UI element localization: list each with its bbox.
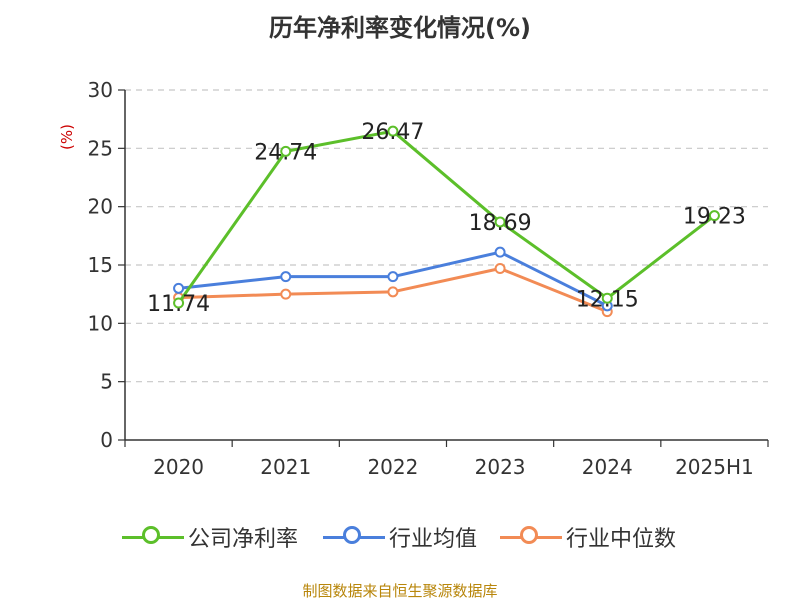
series-1-point-2022 bbox=[387, 271, 399, 283]
series-1-point-2023 bbox=[494, 246, 506, 258]
data-label-2020: 11.74 bbox=[147, 292, 210, 317]
legend-swatch-industry-mean bbox=[323, 522, 385, 552]
data-label-2022: 26.47 bbox=[361, 120, 424, 145]
data-label-2024: 12.15 bbox=[576, 287, 639, 312]
y-tick-label-30: 30 bbox=[88, 78, 113, 102]
legend: 公司净利率 行业均值 行业中位数 bbox=[0, 522, 800, 552]
series-0-point-2022 bbox=[387, 125, 399, 137]
x-tick-label-2020: 2020 bbox=[153, 455, 204, 479]
legend-item-industry-mean[interactable]: 行业均值 bbox=[323, 522, 477, 552]
series-line-0 bbox=[177, 129, 716, 304]
legend-swatch-industry-median bbox=[500, 522, 562, 552]
y-tick-label-5: 5 bbox=[100, 370, 113, 394]
source-footer: 制图数据来自恒生聚源数据库 bbox=[302, 582, 498, 600]
x-tick-label-2024: 2024 bbox=[582, 455, 633, 479]
series-0-point-2023 bbox=[494, 216, 506, 228]
series-2-point-2022 bbox=[387, 286, 399, 298]
series-0-point-2020 bbox=[173, 297, 185, 309]
series-1-point-2020 bbox=[173, 282, 185, 294]
y-tick-label-15: 15 bbox=[88, 253, 113, 277]
series-2-point-2021 bbox=[280, 288, 292, 300]
x-tick-label-2025H1: 2025H1 bbox=[675, 455, 754, 479]
y-tick-label-10: 10 bbox=[88, 311, 113, 335]
data-label-2025H1: 19.23 bbox=[683, 205, 746, 230]
data-label-2023: 18.69 bbox=[469, 211, 532, 236]
legend-label-industry-median: 行业中位数 bbox=[566, 527, 677, 552]
y-tick-label-0: 0 bbox=[100, 428, 113, 452]
x-tick-label-2023: 2023 bbox=[475, 455, 526, 479]
y-tick-label-25: 25 bbox=[88, 136, 113, 160]
series-1-point-2021 bbox=[280, 271, 292, 283]
series-0-point-2021 bbox=[280, 145, 292, 157]
legend-label-industry-mean: 行业均值 bbox=[389, 527, 478, 552]
legend-swatch-company bbox=[122, 522, 184, 552]
series-0-point-2024 bbox=[601, 292, 613, 304]
y-tick-label-20: 20 bbox=[88, 195, 113, 219]
series-2-point-2023 bbox=[494, 263, 506, 274]
legend-item-company[interactable]: 公司净利率 bbox=[122, 522, 298, 552]
legend-label-company: 公司净利率 bbox=[188, 527, 299, 552]
series-0-point-2025H1 bbox=[708, 210, 720, 222]
x-tick-label-2021: 2021 bbox=[260, 455, 311, 479]
chart-title: 历年净利率变化情况(%) bbox=[269, 14, 531, 42]
data-label-2021: 24.74 bbox=[254, 140, 317, 165]
x-tick-label-2022: 2022 bbox=[367, 455, 418, 479]
legend-item-industry-median[interactable]: 行业中位数 bbox=[500, 522, 676, 552]
